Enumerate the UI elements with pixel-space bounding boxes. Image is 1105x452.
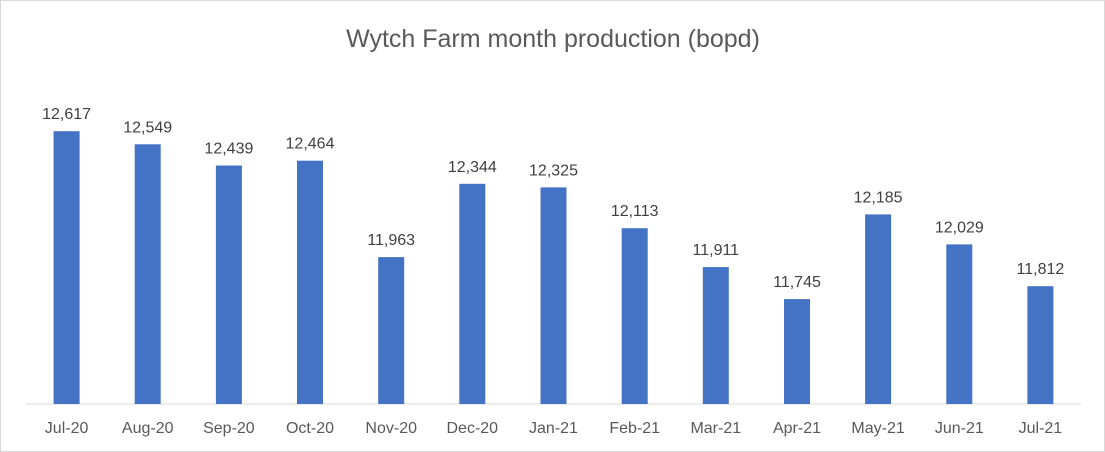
x-tick-Mar-21: Mar-21	[690, 420, 741, 437]
x-tick-Jul-20: Jul-20	[45, 420, 89, 437]
data-label-May-21: 12,185	[854, 189, 903, 206]
x-tick-Jun-21: Jun-21	[935, 420, 984, 437]
bar-Jun-21	[946, 244, 973, 404]
bar-Sep-20	[215, 165, 242, 404]
x-tick-May-21: May-21	[851, 420, 904, 437]
data-label-Jul-21: 11,812	[1017, 261, 1065, 278]
bar-Apr-21	[784, 299, 810, 404]
data-label-Apr-21: 11,745	[773, 274, 821, 291]
data-label-Feb-21: 12,113	[611, 203, 659, 220]
data-label-Oct-20: 12,464	[286, 136, 335, 153]
bar-Jul-20	[53, 131, 80, 404]
bar-Nov-20	[378, 257, 405, 404]
bar-Dec-20	[459, 183, 486, 404]
data-labels-group: 12,617 12,549 12,439 12,464 11,963 12,344 12,3…	[42, 106, 1064, 291]
data-label-Nov-20: 11,963	[367, 232, 415, 249]
data-label-Dec-20: 12,344	[448, 159, 497, 176]
data-label-Jun-21: 12,029	[935, 219, 984, 236]
x-tick-Oct-20: Oct-20	[286, 420, 334, 437]
data-label-Jan-21: 12,325	[529, 162, 578, 179]
data-label-Aug-20: 12,549	[123, 119, 172, 136]
bar-Oct-20	[297, 160, 323, 404]
data-label-Sep-20: 12,439	[204, 141, 253, 158]
x-tick-Apr-21: Apr-21	[773, 420, 821, 437]
data-label-Mar-21: 11,911	[693, 242, 740, 259]
x-tick-Jul-21: Jul-21	[1019, 420, 1063, 437]
x-tick-Sep-20: Sep-20	[203, 420, 255, 437]
bars-group	[53, 131, 1054, 405]
x-tick-Aug-20: Aug-20	[122, 420, 174, 437]
x-tick-labels-group: Jul-20 Aug-20 Sep-20 Oct-20 Nov-20 Dec-20 Jan-…	[45, 420, 1062, 437]
x-tick-Nov-20: Nov-20	[365, 420, 417, 437]
bar-Jul-21	[1027, 286, 1054, 404]
x-tick-Dec-20: Dec-20	[447, 420, 499, 437]
chart-title: Wytch Farm month production (bopd)	[346, 25, 760, 53]
bar-Aug-20	[134, 144, 161, 405]
x-tick-Jan-21: Jan-21	[529, 420, 578, 437]
bar-Jan-21	[540, 187, 567, 404]
bar-Mar-21	[702, 267, 729, 404]
data-label-Jul-20: 12,617	[42, 106, 91, 123]
bar-May-21	[865, 214, 892, 404]
x-tick-Feb-21: Feb-21	[609, 420, 660, 437]
bar-Feb-21	[621, 228, 648, 404]
